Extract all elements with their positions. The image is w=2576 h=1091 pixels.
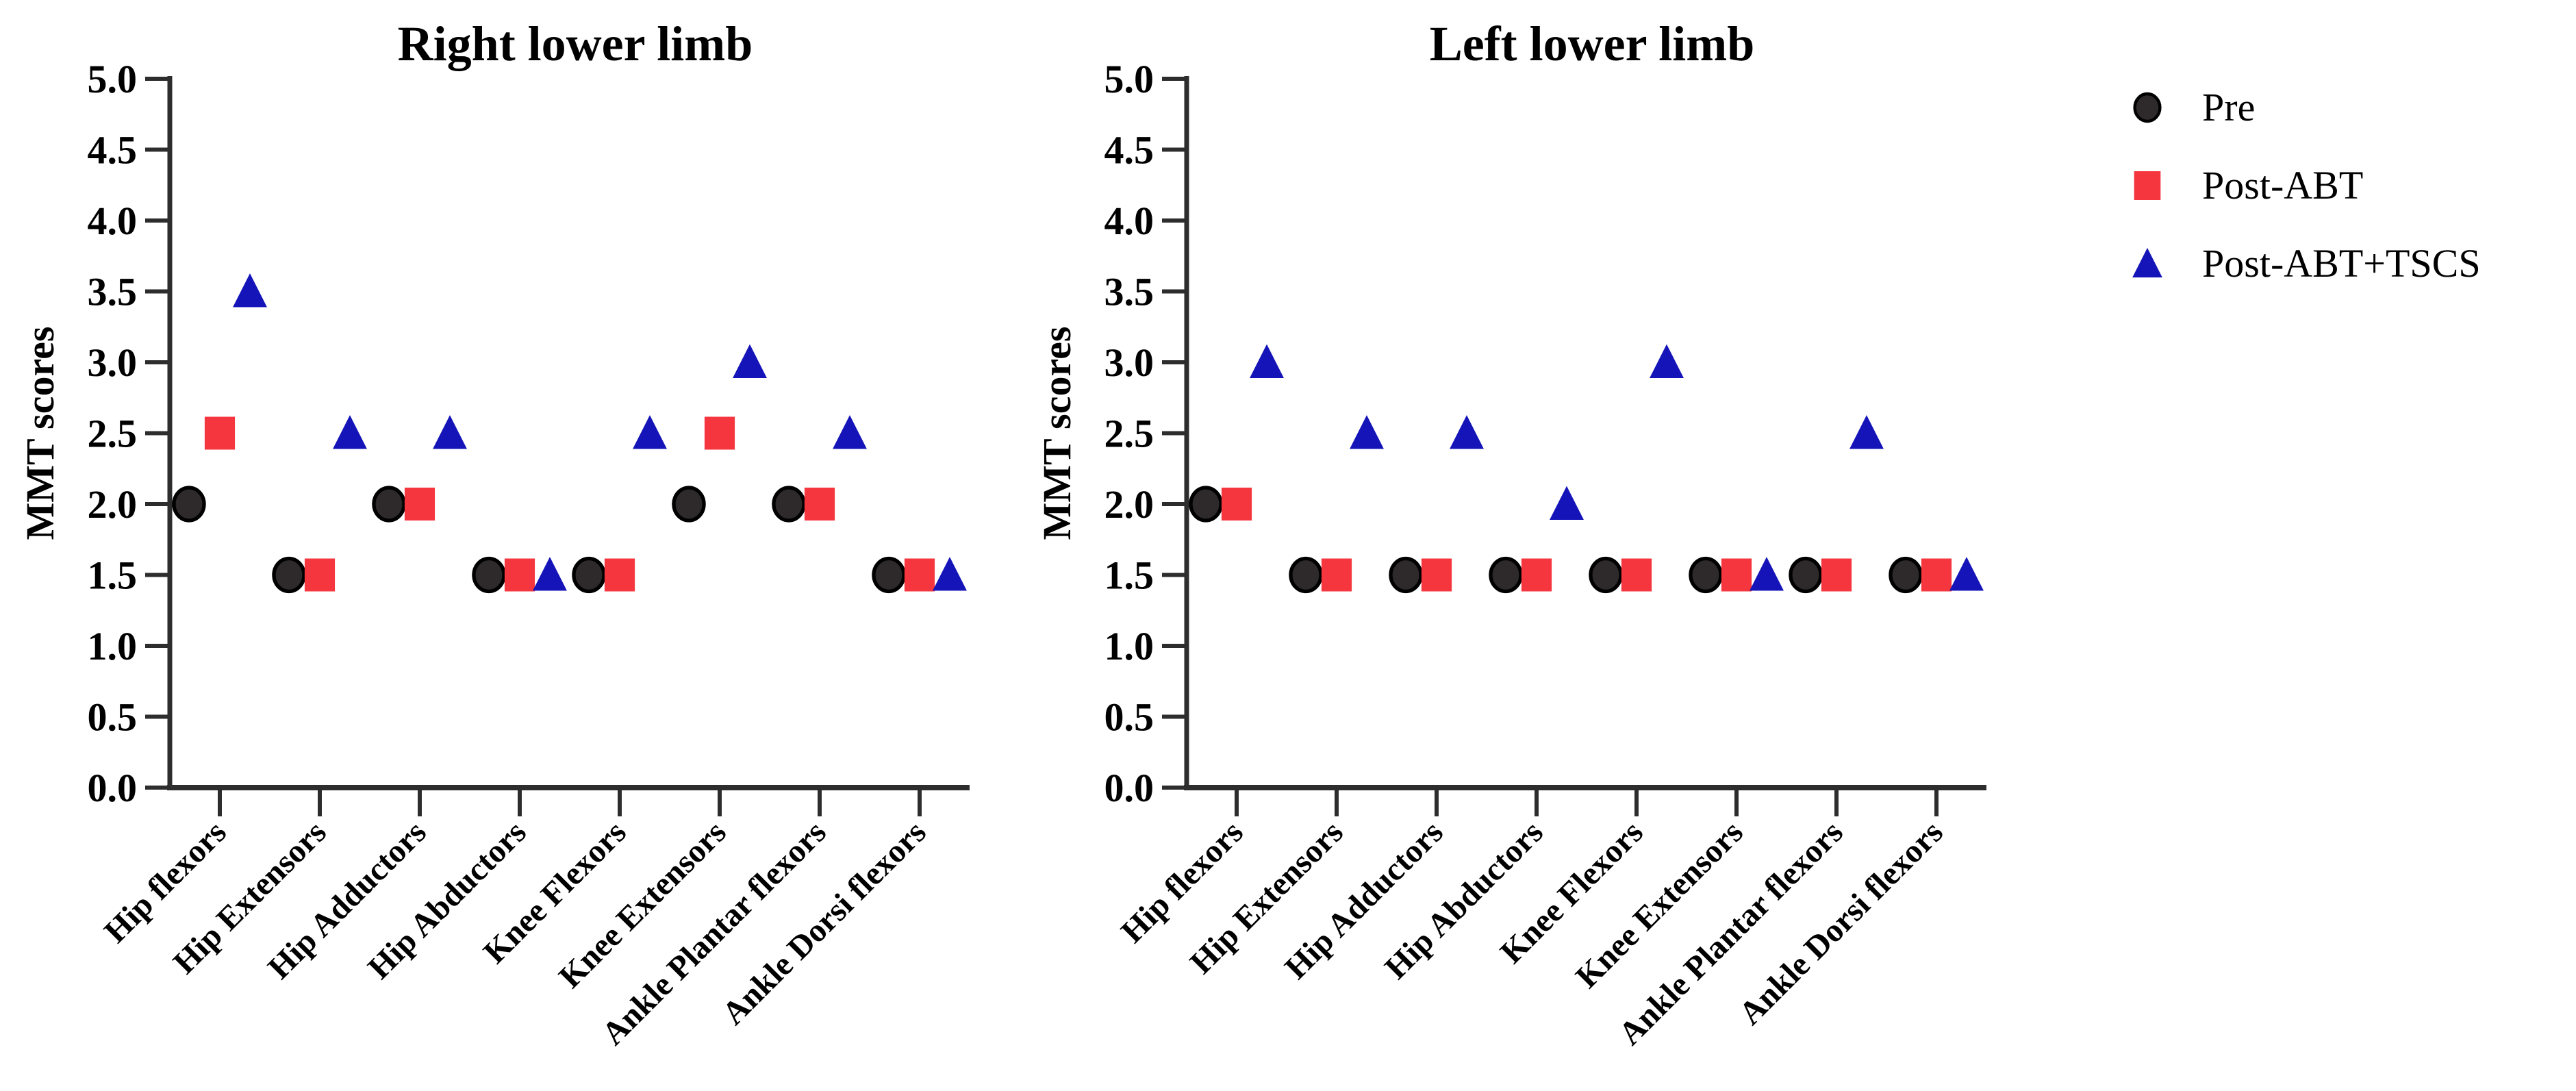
y-tick-label: 4.5 (1104, 128, 1154, 173)
data-point (1389, 556, 1423, 594)
y-tick-label: 0.0 (88, 766, 138, 810)
data-point (672, 486, 706, 523)
data-point (1889, 556, 1923, 594)
data-point (204, 416, 236, 450)
y-tick-label: 0.0 (1104, 766, 1154, 810)
y-axis-label: MMT scores (18, 327, 62, 540)
x-tick-label: Knee Extensors (552, 814, 733, 995)
data-point (1450, 415, 1484, 449)
data-point (1689, 556, 1723, 594)
data-point (633, 415, 667, 449)
y-tick-label: 1.0 (1104, 624, 1154, 668)
data-point (833, 415, 867, 449)
y-tick-label: 0.5 (88, 695, 138, 740)
data-point (1921, 558, 1952, 592)
y-tick-label: 4.0 (1104, 199, 1154, 243)
chart-title: Right lower limb (398, 16, 753, 71)
data-point (1521, 558, 1552, 592)
data-point (272, 556, 306, 594)
pre-circle-icon (2133, 92, 2162, 123)
data-point (804, 488, 835, 521)
data-point (233, 273, 267, 308)
data-point (1589, 556, 1623, 594)
data-point (372, 486, 406, 523)
chart-panel-2: Left lower limb MMT scores 5.0 4.5 4.0 3.5 3.0… (1035, 16, 1986, 1052)
square-glyph (2134, 171, 2161, 200)
y-tick-label: 1.5 (1104, 553, 1154, 598)
series-Pre (172, 486, 906, 594)
data-point (504, 558, 535, 592)
data-point (1849, 415, 1884, 449)
data-point (333, 415, 367, 449)
legend: Pre Post-ABT Post-ABT+TSCS (2128, 88, 2481, 284)
series-Post-ABT+TSCS (1250, 344, 1984, 591)
y-axis-label: MMT scores (1035, 327, 1079, 540)
data-point (1750, 557, 1784, 591)
data-point (304, 558, 336, 592)
circle-glyph (2133, 92, 2162, 123)
chart-title: Left lower limb (1430, 16, 1755, 71)
data-point (933, 557, 967, 591)
triangle-glyph (2132, 247, 2162, 278)
data-point (1189, 486, 1223, 523)
data-point (872, 556, 906, 594)
data-point (533, 557, 567, 591)
post-abt-square-icon (2134, 171, 2161, 200)
y-tick-label: 2.0 (88, 482, 138, 527)
x-tick-label: Knee Extensors (1569, 814, 1750, 995)
y-tick-label: 4.0 (88, 199, 138, 243)
y-tick-label: 2.5 (1104, 412, 1154, 456)
data-point (1250, 344, 1284, 379)
data-point (1789, 556, 1823, 594)
series-Post-ABT (204, 416, 935, 592)
data-point (572, 556, 606, 594)
y-tick-label: 3.5 (88, 270, 138, 314)
y-tick-label: 1.0 (88, 624, 138, 668)
y-tick-label: 4.5 (88, 128, 138, 173)
data-point (772, 486, 806, 523)
y-tick-label: 5.0 (1104, 57, 1154, 101)
data-point (1721, 558, 1752, 592)
series-Post-ABT+TSCS (233, 273, 967, 591)
series-Pre (1189, 486, 1923, 594)
legend-item-post-abt: Post-ABT (2128, 166, 2481, 205)
legend-item-post-abt-tscs: Post-ABT+TSCS (2128, 244, 2481, 284)
legend-label-post-abt-tscs: Post-ABT+TSCS (2202, 241, 2481, 286)
data-point (1421, 558, 1452, 592)
y-tick-label: 0.5 (1104, 695, 1154, 740)
data-point (404, 488, 435, 521)
data-point (472, 556, 506, 594)
post-abt-tscs-triangle-icon (2132, 247, 2162, 278)
data-point (904, 558, 935, 592)
y-tick-label: 3.5 (1104, 270, 1154, 314)
legend-label-pre: Pre (2202, 85, 2256, 129)
data-point (604, 558, 635, 592)
data-point (433, 415, 467, 449)
data-point (172, 486, 206, 523)
series-Post-ABT (1221, 488, 1952, 592)
data-point (1621, 558, 1652, 592)
data-point (733, 344, 767, 379)
data-point (1221, 488, 1252, 521)
data-point (1949, 557, 1984, 591)
y-tick-label: 2.0 (1104, 482, 1154, 527)
data-point (1350, 415, 1384, 449)
legend-item-pre: Pre (2128, 88, 2481, 127)
y-tick-label: 5.0 (88, 57, 138, 101)
y-tick-label: 2.5 (88, 412, 138, 456)
data-point (1650, 344, 1684, 379)
y-tick-label: 3.0 (1104, 340, 1154, 385)
data-point (704, 416, 735, 450)
data-point (1321, 558, 1352, 592)
y-tick-label: 1.5 (88, 553, 138, 598)
data-point (1550, 486, 1584, 521)
data-point (1821, 558, 1852, 592)
legend-label-post-abt: Post-ABT (2202, 163, 2364, 208)
data-point (1489, 556, 1523, 594)
chart-panel-1: Right lower limb MMT scores 5.0 4.5 4.0 3.5 3.… (18, 16, 970, 1052)
y-tick-label: 3.0 (88, 340, 138, 385)
data-point (1289, 556, 1323, 594)
